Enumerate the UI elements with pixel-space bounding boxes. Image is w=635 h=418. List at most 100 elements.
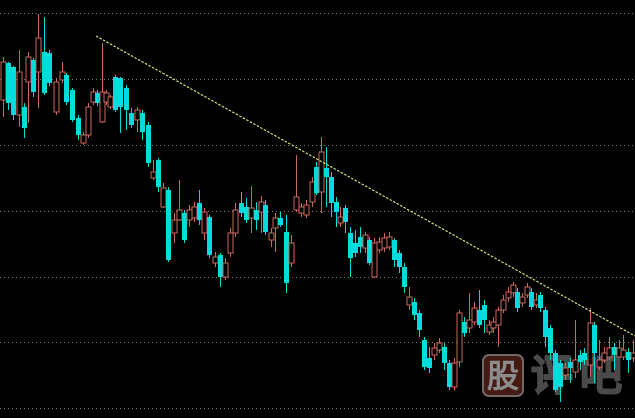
- candle-down: [477, 290, 482, 328]
- candle-down: [6, 62, 11, 110]
- candle-down: [397, 250, 402, 273]
- candle-up: [268, 228, 275, 247]
- candle-up: [53, 78, 60, 115]
- candle-up: [371, 238, 378, 278]
- candle-up: [451, 358, 458, 390]
- candle-up: [191, 202, 198, 222]
- candle-down: [95, 90, 100, 106]
- candle-up: [293, 155, 300, 212]
- candle-down: [124, 85, 129, 130]
- candle-up: [406, 287, 413, 310]
- candle-down: [324, 147, 329, 207]
- candle-down: [70, 88, 75, 122]
- candle-down: [47, 50, 52, 86]
- candle-up: [376, 237, 383, 253]
- candle-up: [596, 340, 603, 370]
- candle-up: [212, 252, 219, 267]
- candle-down: [156, 158, 161, 192]
- candle-up: [519, 293, 526, 307]
- candle-down: [343, 205, 348, 233]
- candle-down: [140, 110, 145, 140]
- candle-down: [329, 172, 334, 217]
- candle-up: [436, 338, 443, 353]
- candle-up: [431, 343, 438, 360]
- candle-up: [505, 287, 512, 302]
- candle-up: [318, 137, 325, 213]
- candle-up: [107, 95, 114, 109]
- candle-up: [232, 203, 239, 237]
- candle-up: [524, 283, 531, 298]
- candle-up: [495, 307, 502, 347]
- candle-up: [201, 208, 208, 240]
- candle-up: [630, 340, 635, 362]
- candle-down: [348, 227, 353, 277]
- candle-down: [515, 288, 520, 312]
- candle-down: [358, 227, 363, 253]
- candle-down: [284, 215, 289, 293]
- candle-up: [601, 347, 608, 363]
- candle-up: [171, 213, 178, 243]
- candle-down: [568, 358, 573, 383]
- candle-down: [548, 325, 553, 360]
- candle-down: [239, 192, 244, 217]
- candle-up: [456, 310, 463, 367]
- candle-up: [150, 160, 157, 180]
- candle-down: [538, 292, 543, 312]
- candle-up: [16, 50, 23, 127]
- candle-up: [134, 107, 141, 132]
- candle-down: [462, 317, 467, 337]
- trendline: [95, 35, 635, 337]
- candle-down: [42, 17, 47, 95]
- candle-up: [186, 205, 193, 227]
- candle-up: [85, 103, 92, 138]
- candle-down: [578, 350, 583, 370]
- candle-down: [582, 348, 587, 365]
- candle-up: [0, 57, 7, 117]
- candle-down: [626, 348, 631, 373]
- watermark-char-1: 股: [482, 354, 524, 397]
- candle-down: [31, 58, 36, 97]
- candle-down: [314, 162, 319, 195]
- candle-down: [129, 108, 134, 128]
- candle-down: [113, 75, 118, 112]
- candle-down: [22, 103, 27, 138]
- candle-down: [244, 198, 249, 223]
- candle-down: [417, 310, 422, 337]
- candle-up: [572, 320, 579, 378]
- candle-down: [612, 343, 617, 370]
- candle-down: [553, 350, 558, 392]
- candle-down: [353, 230, 358, 257]
- candle-down: [166, 187, 171, 262]
- candle-down: [146, 122, 151, 167]
- candle-down: [64, 73, 69, 105]
- candle-up: [466, 293, 473, 333]
- candle-down: [482, 300, 487, 333]
- candle-down: [392, 238, 397, 267]
- candle-down: [447, 360, 452, 390]
- candle-down: [254, 202, 259, 230]
- candle-up: [500, 295, 507, 313]
- candle-up: [222, 258, 229, 280]
- candle-down: [402, 263, 407, 293]
- candle-up: [471, 302, 478, 325]
- candle-down: [412, 298, 417, 320]
- candle-down: [278, 212, 283, 227]
- candle-up: [35, 14, 42, 108]
- candle-up: [227, 228, 234, 257]
- candle-up: [288, 235, 295, 267]
- candle-down: [11, 66, 16, 120]
- candle-down: [558, 360, 563, 402]
- candle-up: [160, 183, 167, 208]
- candle-down: [442, 343, 447, 370]
- candle-down: [592, 322, 597, 383]
- candle-up: [248, 186, 255, 233]
- candle-down: [367, 237, 372, 265]
- candle-down: [334, 197, 339, 227]
- candle-down: [207, 215, 212, 258]
- candle-up: [176, 180, 183, 221]
- candle-down: [263, 200, 268, 235]
- candle-up: [381, 233, 388, 252]
- candle-up: [562, 363, 569, 380]
